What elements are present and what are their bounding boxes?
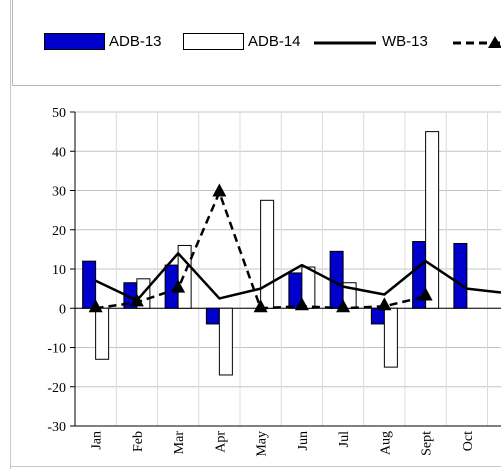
x-tick-label: Apr [213,431,228,453]
legend-item-adb14: ADB-14 [183,30,301,52]
x-tick-label: Jan [90,431,105,450]
x-tick-label: May [255,431,270,457]
legend: ADB-13 ADB-14 WB-13 [12,0,501,86]
y-tick-label: -30 [47,420,66,435]
y-tick-label: -10 [47,342,66,357]
x-tick-label: Jun [296,431,311,450]
bar-adb-14 [218,307,233,376]
dashed-series-marker [88,299,103,313]
legend-item-dashed [451,30,501,52]
x-tick-label: Sept [420,431,435,456]
x-tick-label: Feb [131,431,146,452]
legend-label-adb13: ADB-13 [109,32,162,50]
frame-left-rule [10,0,11,469]
bar-adb-13 [205,307,220,325]
dashed-series-marker [171,279,186,293]
y-tick-label: 50 [52,106,66,121]
dashed-series-marker [336,299,351,313]
legend-swatch-dashed [453,36,501,48]
dashed-series-marker [129,293,144,307]
dashed-series-marker [377,297,392,311]
bar-adb-14 [260,199,275,309]
legend-swatch-adb14 [183,32,244,50]
x-tick-label: Aug [378,431,393,455]
legend-label-wb13: WB-13 [382,32,428,50]
bar-adb-14 [95,307,110,360]
y-tick-label: 0 [59,302,66,317]
bar-adb-13 [370,307,385,325]
y-tick-label: 30 [52,185,66,200]
legend-swatch-adb13 [44,32,105,50]
y-tick-label: 40 [52,145,66,160]
legend-label-adb14: ADB-14 [248,32,301,50]
bar-adb-14 [425,131,440,309]
y-tick-label: 10 [52,263,66,278]
frame-bottom-rule [10,466,501,467]
bar-adb-14 [301,266,316,309]
bar-adb-13 [82,260,97,309]
dashed-series-marker [294,297,309,311]
bar-adb-13 [453,242,468,309]
line-series-wb13 [95,252,501,302]
legend-swatch-wb13 [314,41,376,45]
legend-item-adb13: ADB-13 [44,30,162,52]
y-tick-label: -20 [47,381,66,396]
x-tick-label: Mar [172,431,187,455]
y-tick-label: 20 [52,224,66,239]
dashed-series-marker [418,287,433,301]
x-tick-label: Jul [337,431,352,447]
dashed-series-marker [212,183,227,197]
legend-item-wb13: WB-13 [312,30,428,52]
x-tick-label: Oct [461,431,476,451]
dashed-series-marker [253,299,268,313]
bar-adb-14 [383,307,398,368]
